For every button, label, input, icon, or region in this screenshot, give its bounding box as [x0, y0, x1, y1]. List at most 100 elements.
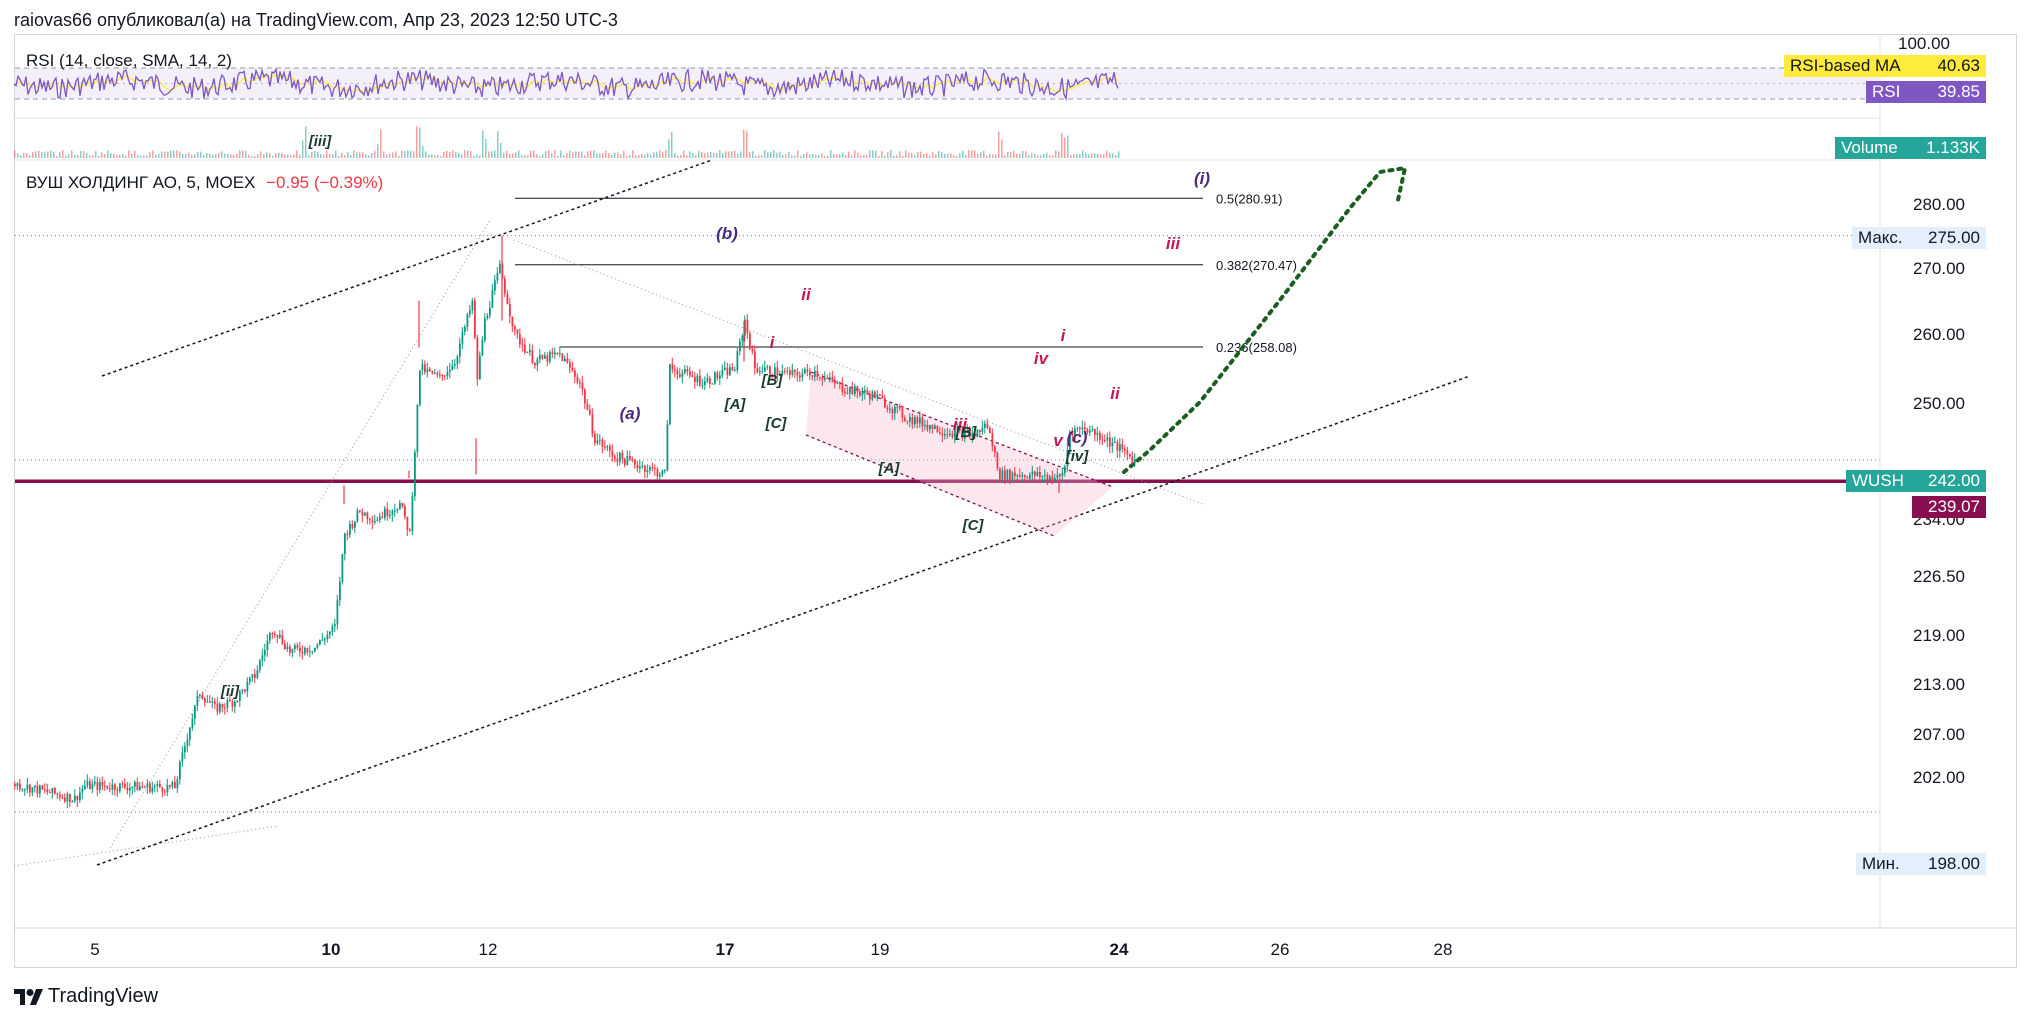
resistance-guide-line — [513, 239, 1206, 506]
candle-body — [899, 406, 901, 409]
candle-body — [191, 718, 194, 728]
volume-bar — [230, 154, 232, 158]
candle-body — [701, 385, 704, 387]
volume-bar — [167, 151, 169, 158]
candle-body — [1064, 466, 1066, 474]
candle-body — [624, 458, 626, 465]
footer-brand-text: TradingView — [48, 985, 159, 1007]
candle-body — [1024, 474, 1026, 477]
volume-bar — [287, 154, 289, 158]
candle-body — [394, 510, 396, 512]
candle-body — [521, 344, 524, 346]
candle-body — [19, 783, 21, 790]
volume-bar — [536, 154, 538, 158]
wave-label: iv — [1034, 349, 1050, 368]
projection-path — [1122, 165, 1408, 474]
volume-bar — [161, 151, 163, 158]
volume-bar — [176, 150, 178, 158]
candle-body — [166, 784, 169, 793]
candle-body — [106, 785, 109, 789]
candle-body — [756, 368, 759, 373]
volume-bar — [332, 154, 334, 158]
candle-body — [861, 392, 864, 396]
candle-body — [546, 355, 549, 362]
candle-body — [459, 343, 461, 357]
candle-body — [349, 523, 351, 535]
volume-bar — [530, 151, 532, 158]
volume-bar — [896, 154, 898, 158]
volume-bar — [266, 152, 268, 158]
volume-bar — [83, 151, 85, 158]
candle-body — [126, 787, 129, 791]
volume-bar — [719, 150, 721, 158]
candle-body — [471, 300, 474, 311]
rsi-ma-tag-label: RSI-based MA — [1784, 55, 1908, 77]
candle-body — [574, 370, 576, 377]
volume-bar — [149, 152, 151, 158]
wave-label: iii — [953, 415, 968, 434]
candle-body — [514, 326, 516, 330]
candle-body — [294, 645, 296, 650]
candle-body — [44, 789, 46, 791]
volume-bar — [1097, 153, 1099, 158]
volume-bar — [1082, 150, 1084, 158]
candle-body — [511, 316, 514, 327]
candle-body — [941, 433, 944, 436]
footer-brand[interactable]: TradingView — [14, 985, 158, 1008]
candle-body — [979, 429, 981, 432]
candle-body — [21, 789, 24, 791]
volume-bar — [77, 155, 79, 158]
candle-body — [296, 645, 299, 648]
volume-bar — [110, 152, 112, 158]
volume-bar — [350, 154, 352, 158]
candle-body — [309, 651, 311, 653]
volume-bar — [740, 151, 742, 158]
symbol-legend[interactable]: ВУШ ХОЛДИНГ АО, 5, MOEX −0.95 (−0.39%) — [20, 172, 389, 194]
candle-body — [911, 417, 914, 425]
x-axis-tick-label: 17 — [716, 940, 735, 959]
volume-bar — [368, 155, 370, 158]
volume-bar — [329, 153, 331, 158]
wave-label: i — [770, 333, 776, 352]
candle-body — [531, 350, 534, 363]
volume-bar — [788, 151, 790, 158]
volume-bar — [776, 152, 778, 158]
volume-bar — [701, 152, 703, 158]
candle-body — [201, 694, 204, 699]
rsi-legend-title[interactable]: RSI (14, close, SMA, 14, 2) — [26, 51, 232, 70]
candle-body — [744, 319, 746, 336]
y-axis-tick-label: 280.00 — [1913, 195, 1965, 214]
volume-bar — [686, 155, 688, 158]
volume-bar — [428, 154, 430, 158]
candle-body — [994, 446, 996, 453]
candle-body — [664, 470, 666, 472]
candle-body — [1126, 450, 1129, 455]
volume-bar — [323, 154, 325, 158]
volume-bar — [44, 151, 46, 158]
candle-body — [204, 698, 206, 703]
volume-bar — [89, 155, 91, 158]
candle-body — [556, 352, 559, 354]
volume-bar — [599, 153, 601, 158]
volume-bar — [785, 154, 787, 158]
volume-bar — [251, 155, 253, 158]
candle-body — [641, 465, 644, 467]
volume-bar — [971, 150, 973, 158]
candle-body — [116, 789, 119, 792]
candle-body — [989, 428, 991, 434]
volume-bar — [881, 151, 883, 158]
volume-bar — [341, 152, 343, 158]
candle-body — [654, 467, 656, 470]
candle-body — [716, 372, 719, 379]
candle-body — [679, 374, 681, 377]
candle-body — [356, 510, 359, 522]
candle-body — [1096, 432, 1099, 435]
volume-bar — [485, 138, 487, 158]
volume-bar — [158, 153, 160, 158]
volume-bar — [869, 150, 871, 158]
candle-body — [881, 395, 884, 399]
volume-bar — [503, 152, 505, 158]
volume-bar — [674, 153, 676, 158]
candle-body — [829, 377, 831, 379]
